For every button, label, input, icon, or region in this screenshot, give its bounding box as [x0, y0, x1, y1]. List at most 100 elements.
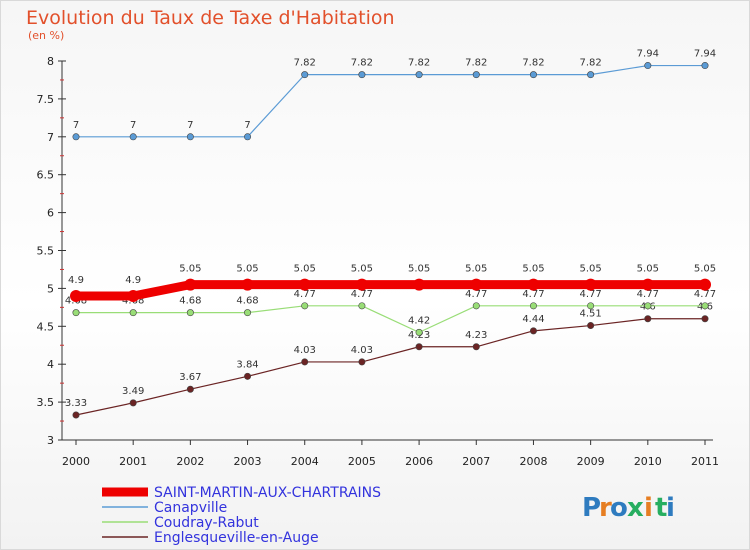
data-point [587, 322, 595, 330]
y-tick-label: 4.5 [37, 320, 55, 333]
data-point [472, 343, 480, 351]
data-point [129, 399, 137, 407]
data-label: 7 [130, 120, 136, 131]
data-point [587, 302, 595, 310]
y-tick-label: 3.5 [37, 396, 55, 409]
data-label: 3.84 [236, 359, 258, 370]
x-tick-label: 2010 [634, 455, 662, 468]
logo-letter: i [666, 493, 675, 523]
data-label: 7.82 [522, 58, 544, 69]
data-label: 3.49 [122, 386, 144, 397]
data-label: 4.77 [351, 289, 373, 300]
series-line [75, 318, 706, 416]
data-point [699, 278, 711, 291]
data-point [358, 358, 366, 366]
data-label: 4.44 [522, 314, 544, 325]
data-label: 5.05 [637, 264, 659, 275]
data-label: 4.68 [236, 296, 258, 307]
data-point [472, 71, 480, 79]
data-point [529, 327, 537, 335]
data-point [641, 278, 654, 291]
data-point [644, 315, 652, 323]
data-point [472, 302, 480, 310]
series-line [75, 64, 706, 138]
data-label: 5.05 [236, 264, 258, 275]
x-tick-label: 2008 [519, 455, 547, 468]
data-point [301, 358, 309, 366]
y-tick-label: 7.5 [37, 93, 55, 106]
data-point [184, 278, 197, 291]
data-point [358, 71, 366, 79]
data-point [298, 278, 311, 291]
data-point [186, 385, 194, 393]
data-label: 4.77 [465, 289, 487, 300]
series-line [71, 280, 710, 301]
x-tick-label: 2002 [176, 455, 204, 468]
legend-label: Canapville [154, 500, 227, 516]
data-point [244, 372, 252, 380]
data-label: 5.05 [694, 264, 716, 275]
legend-label: SAINT-MARTIN-AUX-CHARTRAINS [154, 485, 381, 501]
data-point [701, 315, 709, 323]
data-point [358, 302, 366, 310]
data-point [529, 302, 537, 310]
x-tick-label: 2006 [405, 455, 433, 468]
data-label: 5.05 [179, 264, 201, 275]
data-label: 7.94 [694, 49, 716, 60]
data-label: 7 [244, 120, 250, 131]
data-label: 7.82 [351, 58, 373, 69]
data-label: 4.77 [580, 289, 602, 300]
axes: 3 3.5 4 4.5 5 5.5 6 6.5 7 7.5 8 2000 2001 2002 2003 200… [37, 55, 720, 468]
data-label: 5.05 [522, 264, 544, 275]
x-tick-label: 2005 [348, 455, 376, 468]
x-tick-label: 2007 [462, 455, 490, 468]
data-point [244, 309, 252, 317]
x-tick-label: 2009 [577, 455, 605, 468]
logo-letter: o [610, 493, 628, 523]
data-point [127, 289, 140, 302]
y-tick-label: 5.5 [37, 245, 55, 258]
data-label: 7 [187, 120, 193, 131]
data-point [587, 71, 595, 79]
x-tick-label: 2000 [62, 455, 90, 468]
data-point [701, 62, 709, 70]
series-3: 3.333.493.673.844.034.034.234.234.444.51… [65, 302, 713, 419]
series-line [75, 305, 706, 333]
data-label: 4.77 [637, 289, 659, 300]
legend-label: Coudray-Rabut [154, 515, 259, 531]
data-point [701, 302, 709, 310]
y-tick-label: 7 [47, 131, 54, 144]
data-point [415, 71, 423, 79]
data-label: 7.82 [294, 58, 316, 69]
data-label: 4.77 [294, 289, 316, 300]
data-label: 7.82 [408, 58, 430, 69]
legend-label: Englesqueville-en-Auge [154, 530, 319, 546]
data-label: 7.82 [580, 58, 602, 69]
logo-letter: i [644, 493, 653, 523]
logo-letter: x [627, 493, 644, 523]
data-label: 5.05 [580, 264, 602, 275]
data-point [644, 62, 652, 70]
data-label: 3.33 [65, 398, 87, 409]
data-label: 4.9 [125, 275, 141, 286]
data-label: 4.51 [580, 309, 602, 320]
data-label: 4.77 [694, 289, 716, 300]
data-point [244, 133, 252, 141]
data-point [72, 411, 80, 419]
x-tick-label: 2003 [234, 455, 262, 468]
data-point [70, 289, 82, 302]
logo-letter: t [655, 493, 667, 523]
chart-title: Evolution du Taux de Taxe d'Habitation [26, 7, 395, 29]
data-label: 4.77 [522, 289, 544, 300]
logo-letter: r [599, 493, 612, 523]
data-label: 5.05 [408, 264, 430, 275]
y-tick-label: 5 [47, 282, 54, 295]
data-point [584, 278, 597, 291]
y-tick-label: 8 [47, 55, 54, 68]
data-point [529, 71, 537, 79]
data-label: 5.05 [465, 264, 487, 275]
data-label: 7.82 [465, 58, 487, 69]
x-tick-label: 2011 [691, 455, 719, 468]
